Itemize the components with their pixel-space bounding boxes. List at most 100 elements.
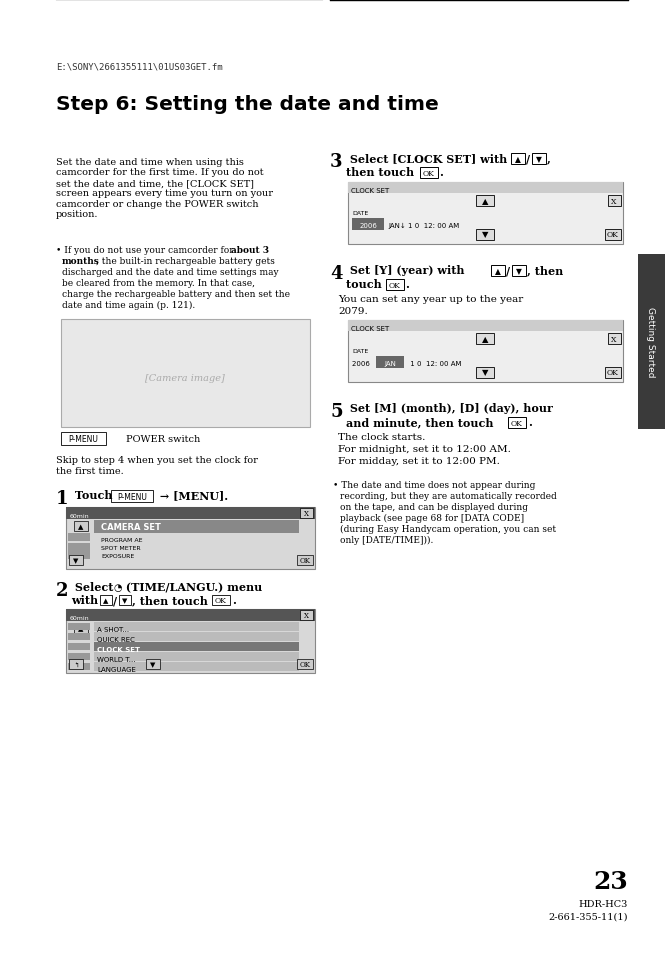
Bar	[348, 320, 623, 382]
Text: ▼: ▼	[73, 557, 78, 564]
Text: only [DATE/TIME])).: only [DATE/TIME])).	[340, 536, 434, 544]
Text: CLOCK SET: CLOCK SET	[351, 326, 389, 332]
Bar	[94, 652, 299, 661]
Text: OK: OK	[299, 660, 311, 668]
Text: about 3: about 3	[231, 246, 269, 254]
Bar	[352, 219, 384, 231]
Bar	[74, 623, 88, 634]
Text: OK: OK	[511, 419, 523, 428]
Bar	[605, 368, 621, 378]
Bar	[94, 662, 299, 671]
Bar	[68, 543, 90, 552]
Text: • The date and time does not appear during: • The date and time does not appear duri…	[333, 480, 535, 490]
Text: ▼: ▼	[150, 660, 156, 668]
Text: ◔: ◔	[113, 582, 122, 593]
Bar	[511, 153, 525, 165]
Bar	[74, 521, 88, 532]
Bar	[508, 417, 526, 429]
Text: SPOT METER: SPOT METER	[101, 545, 140, 551]
Text: HDR-HC3: HDR-HC3	[579, 899, 628, 908]
Text: OK: OK	[215, 597, 227, 604]
Text: ▲: ▲	[481, 335, 488, 344]
Text: You can set any year up to the year: You can set any year up to the year	[338, 294, 523, 304]
Bar	[212, 596, 230, 605]
Bar	[638, 254, 665, 430]
Bar	[476, 230, 494, 241]
Text: LANGUAGE: LANGUAGE	[97, 666, 136, 672]
Bar	[68, 534, 90, 541]
Text: ▼: ▼	[516, 268, 522, 275]
Text: date and time again (p. 121).: date and time again (p. 121).	[62, 301, 196, 310]
Text: /: /	[526, 152, 530, 164]
Text: Select [CLOCK SET] with: Select [CLOCK SET] with	[346, 152, 511, 164]
Text: → [MENU].: → [MENU].	[156, 490, 228, 500]
Bar	[348, 183, 623, 193]
Text: 3: 3	[330, 152, 342, 171]
Bar	[300, 509, 313, 518]
Text: OK: OK	[607, 231, 619, 239]
Text: ▼: ▼	[122, 597, 128, 604]
Bar	[61, 319, 310, 428]
Text: Getting Started: Getting Started	[646, 307, 656, 377]
Text: 4: 4	[330, 265, 342, 283]
Text: 60min: 60min	[70, 514, 90, 519]
Text: Set [Y] (year) with: Set [Y] (year) with	[346, 265, 468, 275]
Text: then touch: then touch	[346, 167, 418, 178]
Text: .: .	[232, 595, 236, 605]
Text: 2-661-355-11(1): 2-661-355-11(1)	[549, 912, 628, 921]
Bar	[376, 356, 404, 369]
Text: P-MENU: P-MENU	[117, 492, 147, 501]
Text: 1: 1	[56, 490, 68, 507]
Bar	[61, 433, 106, 446]
Text: WORLD T...: WORLD T...	[97, 657, 136, 662]
Bar	[608, 195, 621, 207]
Text: 23: 23	[593, 869, 628, 893]
Text: JAN: JAN	[384, 360, 396, 367]
Bar	[66, 609, 315, 673]
Text: 2079.: 2079.	[338, 307, 368, 315]
Bar	[297, 659, 313, 669]
Bar	[68, 654, 90, 660]
Bar	[348, 183, 623, 245]
Text: 1 0  12: 00 AM: 1 0 12: 00 AM	[408, 360, 462, 367]
Text: ▲: ▲	[78, 522, 84, 531]
Text: E:\SONY\2661355111\01US03GET.fm: E:\SONY\2661355111\01US03GET.fm	[56, 62, 223, 71]
Text: ▲: ▲	[481, 198, 488, 206]
Text: /: /	[113, 595, 117, 605]
Text: QUICK REC: QUICK REC	[97, 637, 135, 642]
Text: .: .	[439, 167, 443, 178]
Bar	[420, 168, 438, 179]
Text: ▼: ▼	[481, 369, 488, 376]
Text: • If you do not use your camcorder for: • If you do not use your camcorder for	[56, 246, 237, 254]
Text: touch: touch	[346, 278, 386, 290]
Text: CLOCK SET: CLOCK SET	[351, 188, 389, 193]
Text: POWER switch: POWER switch	[126, 434, 200, 443]
Text: ▲: ▲	[78, 624, 84, 633]
Bar	[386, 280, 404, 291]
Text: CLOCK SET: CLOCK SET	[97, 646, 140, 652]
Bar	[68, 623, 90, 630]
Text: with: with	[71, 595, 102, 605]
Text: ▲: ▲	[515, 156, 521, 164]
Text: , then: , then	[527, 265, 563, 275]
Bar	[297, 556, 313, 565]
Bar	[476, 368, 494, 378]
Text: The clock starts.: The clock starts.	[338, 433, 426, 441]
Text: OK: OK	[423, 170, 435, 178]
Bar	[119, 596, 131, 605]
Bar	[605, 230, 621, 241]
Text: [Camera image]: [Camera image]	[145, 374, 225, 382]
Bar	[69, 556, 83, 565]
Text: charge the rechargeable battery and then set the: charge the rechargeable battery and then…	[62, 290, 290, 298]
Text: on the tape, and can be displayed during: on the tape, and can be displayed during	[340, 502, 528, 512]
Bar	[94, 633, 299, 641]
Bar	[66, 609, 315, 621]
Text: X: X	[303, 510, 309, 517]
Text: JAN↓ 1 0  12: 00 AM: JAN↓ 1 0 12: 00 AM	[388, 223, 460, 229]
Bar	[66, 507, 315, 519]
Text: discharged and the date and time settings may: discharged and the date and time setting…	[62, 268, 279, 276]
Text: OK: OK	[607, 369, 619, 376]
Text: ↰: ↰	[73, 660, 79, 668]
Text: X: X	[611, 198, 616, 206]
Bar	[68, 634, 90, 640]
